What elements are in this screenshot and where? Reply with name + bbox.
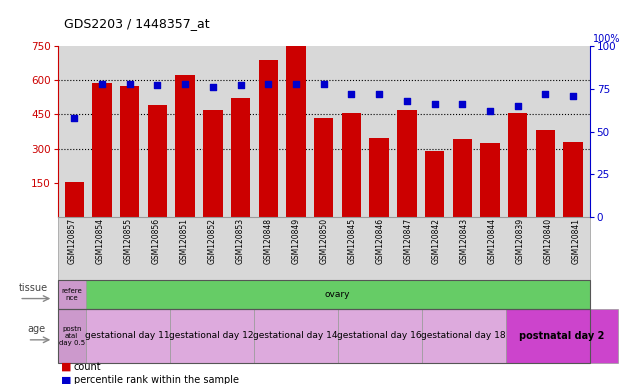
Bar (536, 131, 555, 217)
Bar (203, 110, 222, 217)
Bar (480, 143, 500, 217)
Point (402, 98, 412, 104)
Bar (231, 98, 250, 217)
Point (69, 115, 79, 121)
Bar (92, 83, 112, 217)
Text: GSM120857: GSM120857 (67, 218, 76, 264)
Text: refere
nce: refere nce (62, 288, 82, 301)
Text: GSM120849: GSM120849 (291, 218, 300, 264)
Text: GSM120851: GSM120851 (179, 218, 188, 264)
Point (97, 81, 107, 87)
Text: GSM120855: GSM120855 (123, 218, 132, 264)
Text: gestational day 16: gestational day 16 (337, 331, 422, 341)
Bar (508, 113, 528, 217)
Text: GSM120846: GSM120846 (375, 218, 384, 264)
Text: gestational day 18: gestational day 18 (421, 331, 506, 341)
Text: GSM120854: GSM120854 (96, 218, 104, 264)
Text: ■: ■ (61, 375, 71, 384)
Point (374, 91, 384, 97)
Point (513, 103, 523, 109)
Point (180, 81, 190, 87)
Text: gestational day 11: gestational day 11 (85, 331, 170, 341)
Bar (65, 182, 84, 217)
Text: GSM120840: GSM120840 (543, 218, 552, 264)
Bar (425, 151, 444, 217)
Text: GSM120844: GSM120844 (487, 218, 496, 264)
Text: GSM120850: GSM120850 (319, 218, 328, 264)
Point (208, 84, 218, 90)
Text: ■: ■ (61, 362, 71, 372)
Point (429, 101, 440, 107)
Point (235, 82, 246, 88)
Text: GSM120839: GSM120839 (515, 218, 524, 264)
Text: percentile rank within the sample: percentile rank within the sample (74, 375, 238, 384)
Text: GSM120842: GSM120842 (431, 218, 440, 264)
Point (153, 82, 163, 88)
Bar (120, 86, 140, 217)
Text: GSM120848: GSM120848 (263, 218, 272, 264)
Text: GDS2203 / 1448357_at: GDS2203 / 1448357_at (64, 17, 210, 30)
Text: GSM120852: GSM120852 (207, 218, 216, 264)
Text: ovary: ovary (325, 290, 351, 299)
Point (485, 108, 495, 114)
Point (568, 93, 578, 99)
Text: GSM120841: GSM120841 (571, 218, 580, 264)
Point (319, 81, 329, 87)
Point (540, 91, 551, 97)
Bar (147, 105, 167, 217)
Bar (314, 118, 333, 217)
Text: GSM120856: GSM120856 (151, 218, 160, 264)
Text: GSM120845: GSM120845 (347, 218, 356, 264)
Text: 100%: 100% (593, 34, 620, 44)
Bar (342, 113, 361, 217)
Text: gestational day 14: gestational day 14 (253, 331, 338, 341)
Bar (397, 110, 417, 217)
Bar (176, 74, 195, 217)
Bar (369, 138, 389, 217)
Point (263, 81, 274, 87)
Text: GSM120843: GSM120843 (459, 218, 468, 264)
Text: GSM120853: GSM120853 (235, 218, 244, 264)
Point (291, 81, 301, 87)
Text: gestational day 12: gestational day 12 (169, 331, 254, 341)
Point (124, 81, 135, 87)
Bar (258, 60, 278, 217)
Text: postn
atal
day 0.5: postn atal day 0.5 (58, 326, 85, 346)
Bar (563, 142, 583, 217)
Text: tissue: tissue (19, 283, 48, 293)
Text: GSM120847: GSM120847 (403, 218, 412, 264)
Text: count: count (74, 362, 101, 372)
Point (457, 101, 467, 107)
Text: postnatal day 2: postnatal day 2 (519, 331, 604, 341)
Bar (287, 46, 306, 217)
Point (346, 91, 356, 97)
Bar (453, 139, 472, 217)
Text: age: age (28, 324, 46, 334)
